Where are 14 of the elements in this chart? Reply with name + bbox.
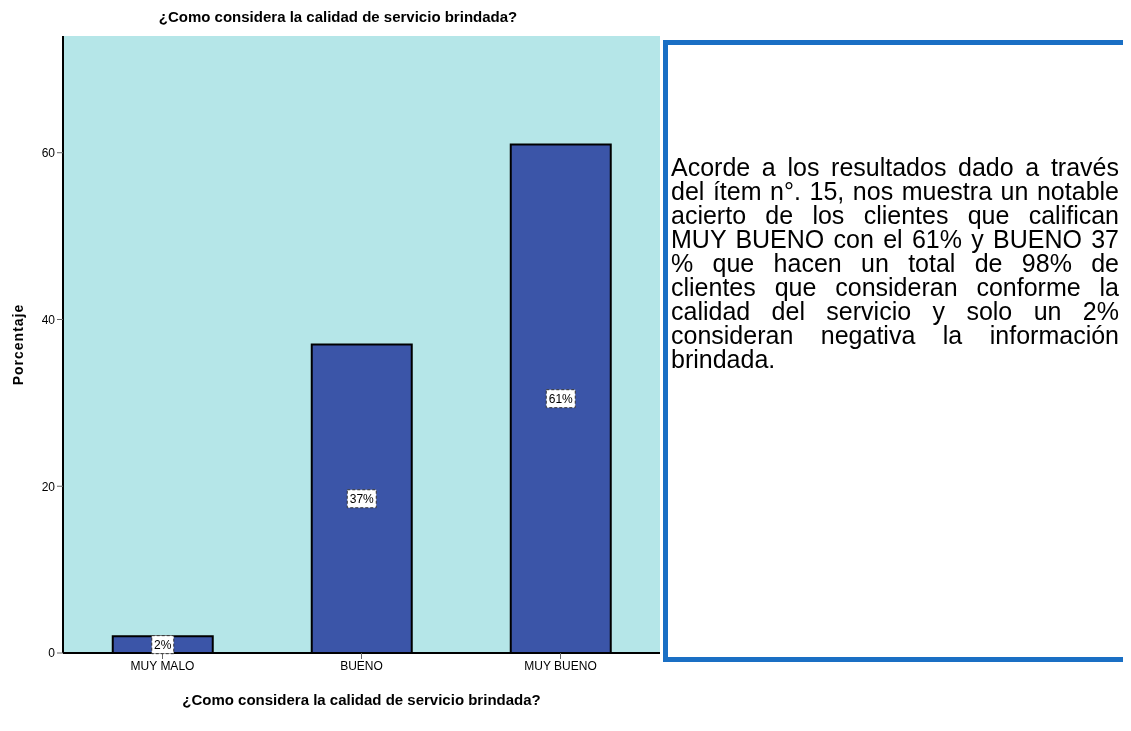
x-axis-title: ¿Como considera la calidad de servicio brindada? <box>182 691 541 708</box>
x-tick-label: BUENO <box>340 658 383 673</box>
y-tick-label: 40 <box>41 312 56 327</box>
data-label: 2% <box>154 637 172 652</box>
data-label: 61% <box>548 391 574 406</box>
chart-title: ¿Como considera la calidad de servicio brindada? <box>157 8 519 25</box>
y-tick-label: 20 <box>41 479 56 494</box>
y-tick-label: 60 <box>41 145 56 160</box>
y-axis-title: Porcentaje <box>9 303 26 386</box>
y-tick-label: 0 <box>48 646 56 661</box>
data-label: 37% <box>349 491 375 506</box>
x-tick-label: MUY MALO <box>130 658 195 673</box>
text: Acorde a los resultados dado a través del ítem n°. 15, nos muestra un notable acierto de los clientes que califican MUY BUENO con el 61% y BUENO 37 % que hacen un total de 98% de clientes que consideran conforme la calidad del servicio y solo un 2% consideran negativa la información brindada. <box>671 153 1119 373</box>
x-tick-label: MUY BUENO <box>524 658 597 673</box>
